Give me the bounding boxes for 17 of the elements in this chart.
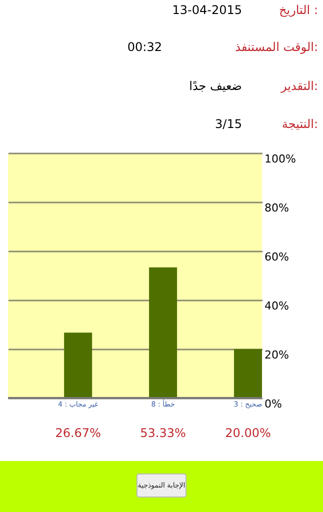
text: الوقت المستنفذ: [235, 40, 318, 54]
text: التقدير: [280, 79, 318, 93]
text: 00:32 [127, 40, 162, 54]
text: التاريخ : [278, 3, 318, 17]
text: 13-04-2015 [172, 3, 242, 17]
y-tick-label: 20% [264, 348, 289, 362]
text: 3/15 [215, 117, 242, 131]
text: النتيجة: [282, 117, 318, 131]
y-tick-label: 60% [264, 250, 289, 264]
text: ضعيف جدًا [189, 79, 242, 93]
data-label: 53.33% [140, 426, 186, 440]
y-tick-label: 80% [264, 202, 289, 214]
y-tick-label: 100% [264, 152, 296, 166]
y-tick-label: 0% [264, 398, 282, 410]
data-label: 20.00% [225, 426, 271, 440]
data-label: 26.67% [55, 426, 101, 440]
y-tick-label: 40% [264, 300, 289, 312]
